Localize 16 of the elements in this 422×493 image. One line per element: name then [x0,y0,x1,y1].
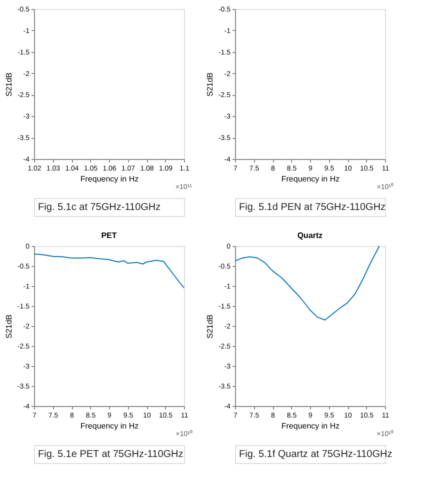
y-axis-title: S21dB [4,314,14,339]
x-axis-title: Frequency in Hz [281,174,340,184]
line-series [34,254,184,288]
line-series [234,246,380,320]
y-axis-title: S21dB [4,72,14,97]
x-axis-title: Frequency in Hz [281,422,340,430]
caption: Fig. 5.1f Quartz at 75GHz-110GHz [239,449,392,460]
x-axis-title: Frequency in Hz [80,422,139,430]
y-axis-title: S21dB [205,72,214,97]
chart-title: PET [101,231,117,240]
caption: Fig. 5.1d PEN at 75GHz-110GHz [239,202,386,213]
y-axis-title: S21dB [205,314,214,339]
chart-title: Quartz [297,231,323,240]
x-axis-title: Frequency in Hz [80,174,139,184]
caption: Fig. 5.1e PET at 75GHz-110GHz [38,449,184,460]
caption: Fig. 5.1c at 75GHz-110GHz [38,202,161,213]
